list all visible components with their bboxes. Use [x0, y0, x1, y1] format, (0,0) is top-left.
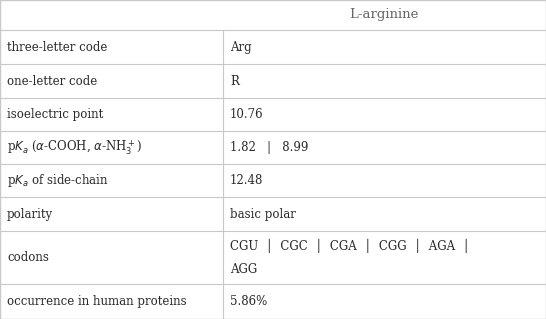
Text: p$K_a$ ($\alpha$-COOH, $\alpha$-NH$_3^+$): p$K_a$ ($\alpha$-COOH, $\alpha$-NH$_3^+$…	[7, 138, 143, 157]
Text: polarity: polarity	[7, 208, 53, 221]
Text: R: R	[230, 75, 239, 87]
Text: AGG: AGG	[230, 263, 257, 276]
Text: 12.48: 12.48	[230, 174, 263, 187]
Text: occurrence in human proteins: occurrence in human proteins	[7, 295, 187, 308]
Text: one-letter code: one-letter code	[7, 75, 97, 87]
Text: CGU  │  CGC  │  CGA  │  CGG  │  AGA  │: CGU │ CGC │ CGA │ CGG │ AGA │	[230, 239, 470, 253]
Text: isoelectric point: isoelectric point	[7, 108, 103, 121]
Text: 5.86%: 5.86%	[230, 295, 267, 308]
Text: 1.82   |   8.99: 1.82 | 8.99	[230, 141, 308, 154]
Text: p$K_a$ of side-chain: p$K_a$ of side-chain	[7, 172, 109, 189]
Text: basic polar: basic polar	[230, 208, 296, 221]
Text: 10.76: 10.76	[230, 108, 264, 121]
Text: codons: codons	[7, 251, 49, 264]
Text: Arg: Arg	[230, 41, 252, 54]
Text: L-arginine: L-arginine	[349, 8, 419, 21]
Text: three-letter code: three-letter code	[7, 41, 108, 54]
